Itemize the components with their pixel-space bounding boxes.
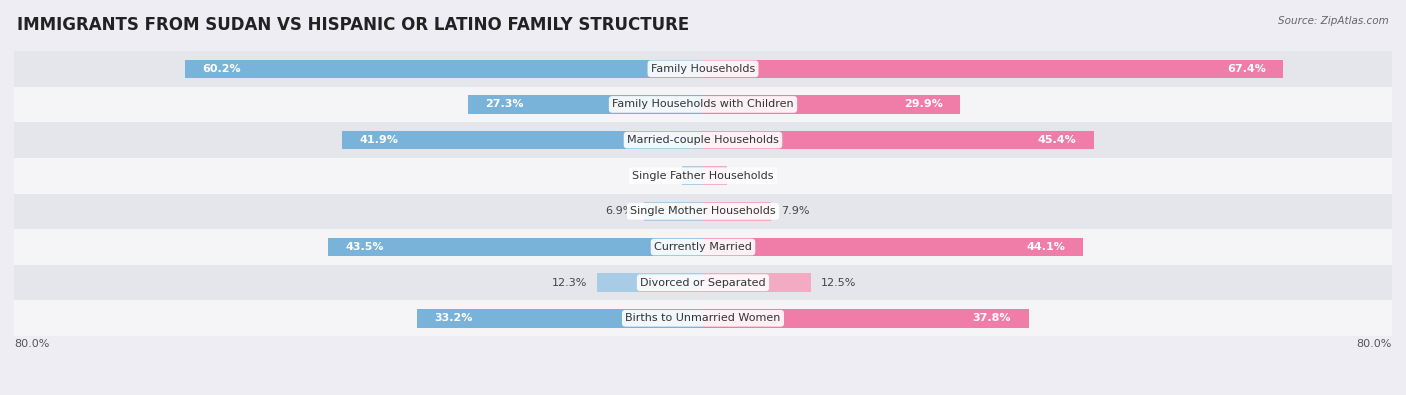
Text: 12.5%: 12.5%: [821, 278, 856, 288]
Bar: [468, 95, 703, 114]
Bar: [14, 194, 1392, 229]
Bar: [703, 60, 1284, 78]
Text: 80.0%: 80.0%: [1357, 339, 1392, 349]
Bar: [418, 309, 703, 327]
Text: 27.3%: 27.3%: [485, 100, 523, 109]
Text: 2.4%: 2.4%: [644, 171, 672, 181]
Text: 43.5%: 43.5%: [346, 242, 384, 252]
Bar: [682, 166, 703, 185]
Bar: [14, 301, 1392, 336]
Text: 37.8%: 37.8%: [973, 313, 1011, 324]
Bar: [14, 87, 1392, 122]
Text: 80.0%: 80.0%: [14, 339, 49, 349]
Bar: [703, 309, 1029, 327]
Text: 45.4%: 45.4%: [1038, 135, 1077, 145]
Text: 6.9%: 6.9%: [605, 206, 633, 216]
Text: 44.1%: 44.1%: [1026, 242, 1066, 252]
Text: 33.2%: 33.2%: [434, 313, 472, 324]
Text: IMMIGRANTS FROM SUDAN VS HISPANIC OR LATINO FAMILY STRUCTURE: IMMIGRANTS FROM SUDAN VS HISPANIC OR LAT…: [17, 16, 689, 34]
Text: 29.9%: 29.9%: [904, 100, 943, 109]
Legend: Immigrants from Sudan, Hispanic or Latino: Immigrants from Sudan, Hispanic or Latin…: [540, 392, 866, 395]
Bar: [14, 229, 1392, 265]
Bar: [14, 51, 1392, 87]
Bar: [703, 95, 960, 114]
Bar: [598, 273, 703, 292]
Bar: [703, 166, 727, 185]
Text: 7.9%: 7.9%: [782, 206, 810, 216]
Text: Single Mother Households: Single Mother Households: [630, 206, 776, 216]
Text: Currently Married: Currently Married: [654, 242, 752, 252]
Bar: [14, 122, 1392, 158]
Text: Family Households: Family Households: [651, 64, 755, 74]
Bar: [329, 238, 703, 256]
Text: Divorced or Separated: Divorced or Separated: [640, 278, 766, 288]
Text: Married-couple Households: Married-couple Households: [627, 135, 779, 145]
Text: Source: ZipAtlas.com: Source: ZipAtlas.com: [1278, 16, 1389, 26]
Bar: [184, 60, 703, 78]
Bar: [14, 158, 1392, 194]
Bar: [703, 273, 811, 292]
Bar: [644, 202, 703, 221]
Bar: [703, 238, 1083, 256]
Text: 60.2%: 60.2%: [202, 64, 240, 74]
Text: 12.3%: 12.3%: [551, 278, 586, 288]
Text: 67.4%: 67.4%: [1227, 64, 1267, 74]
Text: 41.9%: 41.9%: [360, 135, 398, 145]
Text: Single Father Households: Single Father Households: [633, 171, 773, 181]
Bar: [703, 202, 770, 221]
Bar: [14, 265, 1392, 301]
Text: Births to Unmarried Women: Births to Unmarried Women: [626, 313, 780, 324]
Bar: [342, 131, 703, 149]
Bar: [703, 131, 1094, 149]
Text: 2.8%: 2.8%: [738, 171, 766, 181]
Text: Family Households with Children: Family Households with Children: [612, 100, 794, 109]
